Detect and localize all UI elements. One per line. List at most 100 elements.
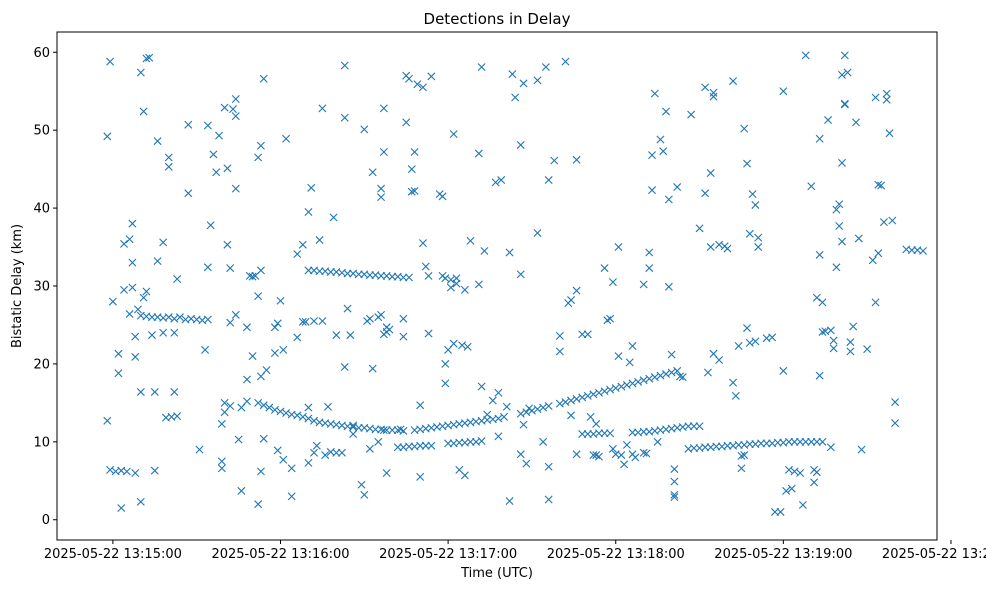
data-point (675, 372, 684, 381)
data-point (365, 314, 374, 323)
data-point (812, 468, 821, 477)
data-point (405, 74, 413, 83)
data-point (371, 425, 380, 434)
data-point (136, 68, 145, 77)
data-point (399, 314, 408, 323)
data-point (832, 205, 841, 214)
data-point (871, 298, 880, 307)
data-point (723, 441, 732, 450)
data-point (206, 221, 215, 230)
data-point (745, 440, 754, 449)
data-point (209, 150, 218, 159)
data-point (689, 444, 698, 453)
data-point (891, 398, 900, 407)
data-point (846, 347, 855, 356)
data-point (583, 430, 592, 439)
data-point (600, 429, 609, 438)
data-point (715, 356, 724, 365)
data-point (463, 342, 472, 351)
data-point (801, 51, 810, 60)
data-point (653, 437, 662, 446)
data-point (477, 382, 486, 391)
data-point (226, 318, 235, 327)
data-point (768, 333, 777, 342)
data-point (396, 425, 405, 434)
data-point (737, 464, 746, 473)
data-point (838, 70, 847, 79)
data-point (818, 327, 827, 336)
data-point (550, 156, 559, 165)
data-point (743, 159, 752, 168)
data-point (139, 107, 148, 116)
data-point (583, 330, 592, 339)
data-point (608, 444, 617, 453)
data-point (891, 419, 900, 428)
data-point (796, 437, 805, 446)
data-point (402, 118, 411, 127)
data-point (801, 437, 810, 446)
data-point (120, 239, 129, 248)
data-point (829, 336, 838, 345)
data-point (567, 296, 576, 305)
data-point (242, 397, 251, 406)
data-point (555, 331, 564, 340)
data-point (810, 478, 819, 487)
data-point (729, 378, 738, 387)
data-point (838, 158, 847, 167)
data-point (751, 337, 760, 346)
data-point (488, 396, 497, 405)
data-point (701, 189, 710, 198)
data-point (474, 149, 483, 158)
x-tick-label: 2025-05-22 13:16:00 (211, 547, 349, 562)
data-point (648, 186, 657, 195)
data-point (340, 61, 349, 70)
data-point (231, 95, 240, 103)
data-point (231, 184, 240, 193)
data-point (349, 421, 358, 430)
data-point (424, 271, 433, 280)
data-point (307, 183, 316, 192)
data-point (270, 323, 279, 332)
data-point (807, 182, 816, 191)
data-point (418, 83, 427, 92)
data-point (843, 68, 852, 77)
data-point (455, 438, 464, 447)
data-point (416, 441, 425, 450)
data-point (544, 462, 553, 471)
y-axis-ticks: 0 10 20 30 40 50 60 (33, 46, 57, 528)
data-point (572, 155, 581, 164)
data-point (695, 224, 704, 233)
data-point (600, 264, 609, 273)
data-point (231, 112, 240, 121)
data-point (919, 246, 928, 255)
data-point (416, 401, 425, 410)
data-point (723, 244, 732, 253)
data-point (203, 121, 212, 130)
data-point (108, 297, 117, 306)
data-point (103, 132, 112, 141)
data-point (572, 450, 581, 459)
data-point (106, 57, 115, 66)
data-point (502, 402, 511, 411)
data-point (379, 104, 388, 113)
data-point (544, 401, 553, 410)
data-point (639, 280, 648, 289)
data-point (332, 331, 341, 340)
data-point (265, 403, 274, 412)
data-point (421, 441, 430, 450)
data-point (424, 329, 433, 338)
data-point (770, 507, 779, 516)
data-point (779, 366, 788, 375)
data-point (421, 262, 430, 271)
data-point (533, 76, 542, 85)
y-tick-label: 50 (33, 124, 50, 139)
data-point (762, 439, 771, 448)
data-point (701, 443, 710, 452)
x-tick-label: 2025-05-22 13:15:00 (44, 547, 182, 562)
data-point (256, 141, 265, 150)
data-point (868, 256, 877, 265)
data-point (642, 449, 651, 458)
data-point (460, 471, 469, 480)
data-point (511, 93, 520, 102)
